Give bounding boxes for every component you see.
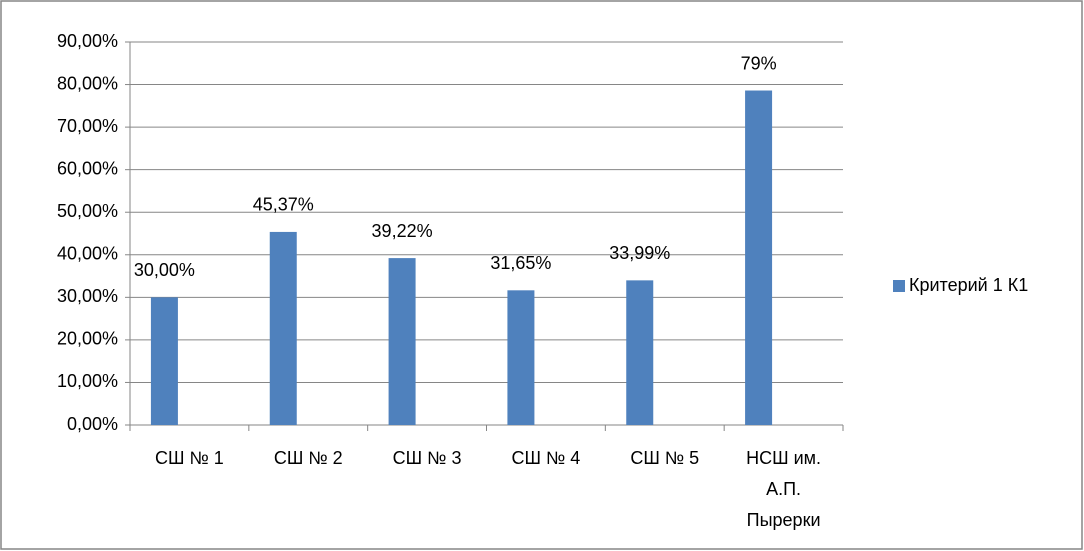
x-tick-label: СШ № 5: [630, 448, 700, 468]
x-tick-label: НСШ им. А.П. Пырерки: [746, 448, 822, 530]
y-tick-label: 10,00%: [57, 371, 118, 391]
x-tick-label: СШ № 4: [511, 448, 581, 468]
data-label: 30,00%: [134, 260, 195, 280]
bar: [507, 290, 535, 425]
bar: [269, 231, 297, 425]
x-tick-label: СШ № 1: [154, 448, 224, 468]
x-tick-label: СШ № 3: [392, 448, 462, 468]
y-tick-label: 20,00%: [57, 329, 118, 349]
y-tick-label: 90,00%: [57, 31, 118, 51]
y-tick-label: 70,00%: [57, 116, 118, 136]
data-label: 33,99%: [609, 243, 670, 263]
y-tick-label: 80,00%: [57, 73, 118, 93]
x-tick-label: СШ № 2: [273, 448, 343, 468]
bar: [150, 297, 178, 425]
data-label: 39,22%: [372, 221, 433, 241]
legend-swatch: [893, 280, 905, 292]
legend-label: Критерий 1 К1: [909, 275, 1028, 295]
bar: [388, 258, 416, 425]
y-tick-label: 60,00%: [57, 158, 118, 178]
data-label: 31,65%: [490, 253, 551, 273]
y-tick-label: 0,00%: [67, 414, 118, 434]
bar: [745, 90, 773, 425]
bar: [626, 280, 654, 425]
data-label: 45,37%: [253, 195, 314, 215]
y-tick-label: 30,00%: [57, 286, 118, 306]
data-label: 79%: [741, 53, 777, 73]
y-tick-label: 40,00%: [57, 244, 118, 264]
y-tick-label: 50,00%: [57, 201, 118, 221]
